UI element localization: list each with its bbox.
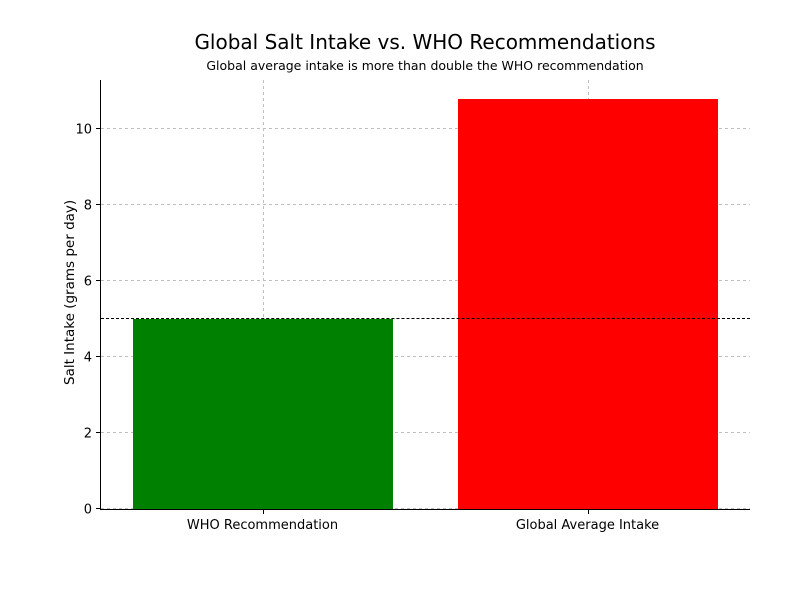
xtick-mark <box>263 509 264 514</box>
bar-global <box>458 99 718 509</box>
xtick-label: Global Average Intake <box>425 518 750 533</box>
ytick-mark <box>96 280 101 281</box>
ytick-label: 10 <box>62 122 92 137</box>
ytick-mark <box>96 356 101 357</box>
chart-container: Global Salt Intake vs. WHO Recommendatio… <box>100 30 750 540</box>
reference-line <box>101 318 750 319</box>
xtick-label: WHO Recommendation <box>100 518 425 533</box>
bar-who <box>133 319 393 509</box>
plot-area <box>100 80 750 510</box>
y-axis-label: Salt Intake (grams per day) <box>62 200 78 385</box>
ytick-mark <box>96 508 101 509</box>
chart-title: Global Salt Intake vs. WHO Recommendatio… <box>100 30 750 54</box>
chart-subtitle: Global average intake is more than doubl… <box>100 58 750 73</box>
ytick-label: 2 <box>62 426 92 441</box>
ytick-mark <box>96 128 101 129</box>
ytick-mark <box>96 204 101 205</box>
xtick-mark <box>588 509 589 514</box>
ytick-mark <box>96 432 101 433</box>
ytick-label: 0 <box>62 503 92 518</box>
